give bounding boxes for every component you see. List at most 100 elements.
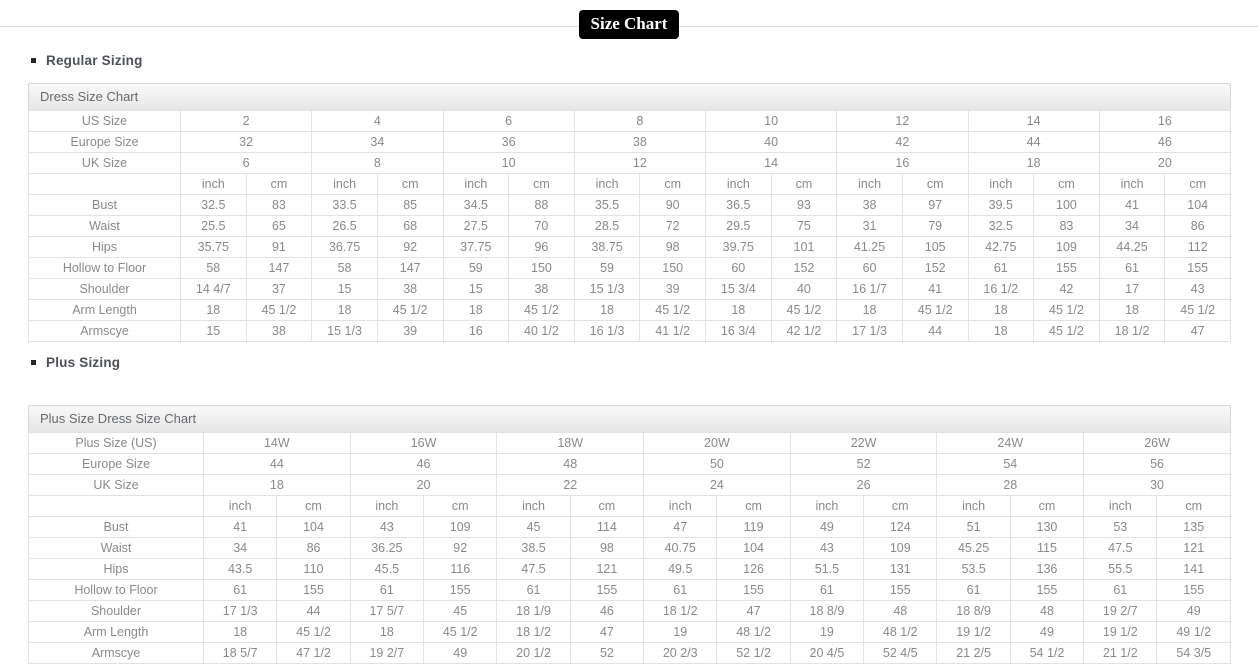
inch-value-cell: 15 [311,278,378,300]
size-value-cell: 40 [704,131,838,153]
inch-value-cell: 32.5 [180,194,247,216]
size-value-cell: 6 [442,110,575,132]
plus-size-dress-size-chart: Plus Size Dress Size Chart Plus Size (US… [28,405,1231,664]
size-value-cell: 8 [311,152,444,174]
cm-value-cell: 49 [1009,621,1085,643]
section-heading-label: Regular Sizing [46,53,143,68]
inch-value-cell: 36.75 [311,236,378,258]
inch-value-cell: 61 [1098,257,1166,279]
unit-label-cell: cm [423,495,498,517]
plus-size-chart-table: Plus Size (US) 14W 16W 18W 20W 22W 24W 26W Europ… [28,432,1231,664]
measure-row-hips: Hips 43.5 110 45.5 116 47.5 121 49.5 126 51.5 131 5… [28,558,1231,580]
row-label-cell: Waist [28,537,204,559]
unit-label-cell: inch [311,173,378,195]
inch-value-cell: 18 [349,621,425,643]
cm-value-cell: 109 [423,516,498,538]
inch-value-cell: 19 1/2 [936,621,1011,643]
inch-value-cell: 28.5 [573,215,641,237]
inch-value-cell: 38 [836,194,903,216]
cm-value-cell: 110 [276,558,351,580]
cm-value-cell: 104 [1164,194,1231,216]
inch-value-cell: 15 [180,320,247,342]
unit-label-cell: inch [836,173,903,195]
inch-value-cell: 61 [202,579,278,601]
cm-value-cell: 155 [1033,257,1100,279]
inch-value-cell: 47.5 [496,558,571,580]
dress-size-chart-table: US Size 2 4 6 8 10 12 14 16 Europe Size 32 34 36 38 40… [28,110,1232,342]
page-title: Size Chart [578,10,680,39]
cm-value-cell: 92 [376,236,444,258]
inch-value-cell: 58 [180,257,247,279]
size-value-cell: 14 [967,110,1100,132]
cm-value-cell: 47 [569,621,645,643]
cm-value-cell: 115 [1009,537,1085,559]
size-value-cell: 56 [1083,453,1231,475]
size-value-cell: 18 [203,474,351,496]
inch-value-cell: 34 [202,537,278,559]
inch-value-cell: 60 [705,257,772,279]
inch-value-cell: 17 1/3 [836,320,903,342]
row-label-cell: Armscye [28,642,204,664]
cm-value-cell: 121 [569,558,645,580]
inch-value-cell: 33.5 [311,194,378,216]
row-label-cell: UK Size [28,474,204,496]
inch-value-cell: 18 [836,299,903,321]
cm-value-cell: 104 [276,516,351,538]
inch-value-cell: 18 8/9 [936,600,1011,622]
inch-value-cell: 61 [967,257,1035,279]
inch-value-cell: 18 1/2 [496,621,571,643]
cm-value-cell: 41 [901,278,969,300]
cm-value-cell: 42 [1033,278,1100,300]
cm-value-cell: 105 [901,236,969,258]
section-spacer [28,385,1231,405]
unit-label-cell: cm [901,173,969,195]
measure-row-shoulder: Shoulder 17 1/3 44 17 5/7 45 18 1/9 46 18 1/2 47… [28,600,1231,622]
measure-row-armscye: Armscye 18 5/7 47 1/2 19 2/7 49 20 1/2 52 20 2/… [28,642,1231,664]
row-label-cell: Shoulder [28,278,181,300]
inch-value-cell: 61 [349,579,425,601]
size-value-cell: 34 [311,131,444,153]
inch-value-cell: 21 2/5 [936,642,1011,664]
inch-value-cell: 16 1/2 [967,278,1035,300]
cm-value-cell: 91 [245,236,313,258]
inch-value-cell: 18 1/9 [496,600,571,622]
inch-value-cell: 61 [496,579,571,601]
inch-value-cell: 58 [311,257,378,279]
inch-value-cell: 17 5/7 [349,600,425,622]
row-label-cell: Europe Size [28,453,204,475]
unit-label-cell: cm [1164,173,1231,195]
inch-value-cell: 31 [836,215,903,237]
cm-value-cell: 45 1/2 [376,299,444,321]
cm-value-cell: 152 [770,257,838,279]
measure-row-bust: Bust 41 104 43 109 45 114 47 119 49 124 51 130 53 135 [28,516,1231,538]
inch-value-cell: 43 [349,516,425,538]
inch-value-cell: 26.5 [311,215,378,237]
cm-value-cell: 49 [423,642,498,664]
inch-value-cell: 18 1/2 [643,600,718,622]
row-label-cell: Arm Length [28,299,181,321]
cm-value-cell: 48 [1009,600,1085,622]
cm-value-cell: 48 1/2 [716,621,791,643]
row-label-cell: Europe Size [28,131,181,153]
unit-label-cell: inch [643,495,718,517]
inch-value-cell: 16 1/7 [836,278,903,300]
inch-value-cell: 14 4/7 [180,278,247,300]
size-value-cell: 32 [179,131,313,153]
cm-value-cell: 96 [508,236,575,258]
inch-value-cell: 19 [789,621,865,643]
row-label-cell: US Size [28,110,181,132]
inch-value-cell: 15 3/4 [705,278,772,300]
size-value-cell: 18W [496,432,645,454]
inch-value-cell: 16 3/4 [705,320,772,342]
cm-value-cell: 45 1/2 [770,299,838,321]
size-value-cell: 20W [643,432,791,454]
inch-value-cell: 18 [180,299,247,321]
cm-value-cell: 47 1/2 [276,642,351,664]
cm-value-cell: 155 [1156,579,1231,601]
unit-label-cell: inch [180,173,247,195]
size-row-europe-size: Europe Size 32 34 36 38 40 42 44 46 [28,131,1232,153]
row-label-cell: Plus Size (US) [28,432,204,454]
cm-value-cell: 40 [770,278,838,300]
cm-value-cell: 150 [639,257,706,279]
size-value-cell: 12 [573,152,707,174]
